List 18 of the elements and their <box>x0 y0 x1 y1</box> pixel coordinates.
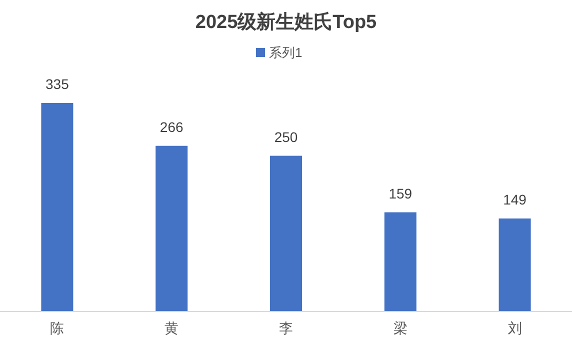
data-label: 159 <box>388 185 412 202</box>
bar <box>270 156 302 311</box>
legend: 系列1 <box>256 45 302 60</box>
data-label: 266 <box>160 118 184 135</box>
bar <box>498 218 531 311</box>
x-tick-label: 黄 <box>164 320 179 336</box>
data-label: 250 <box>274 128 298 145</box>
bar <box>41 103 74 311</box>
x-tick-label: 刘 <box>508 320 522 336</box>
bar <box>384 212 416 311</box>
data-label: 335 <box>46 76 70 92</box>
chart-title: 2025级新生姓氏Top5 <box>195 11 378 33</box>
x-tick-label: 梁 <box>393 320 408 336</box>
x-tick-label: 陈 <box>50 320 64 336</box>
data-label: 149 <box>503 191 527 208</box>
bar <box>156 146 188 311</box>
legend-label: 系列1 <box>269 45 302 60</box>
x-tick-label: 李 <box>279 320 293 336</box>
